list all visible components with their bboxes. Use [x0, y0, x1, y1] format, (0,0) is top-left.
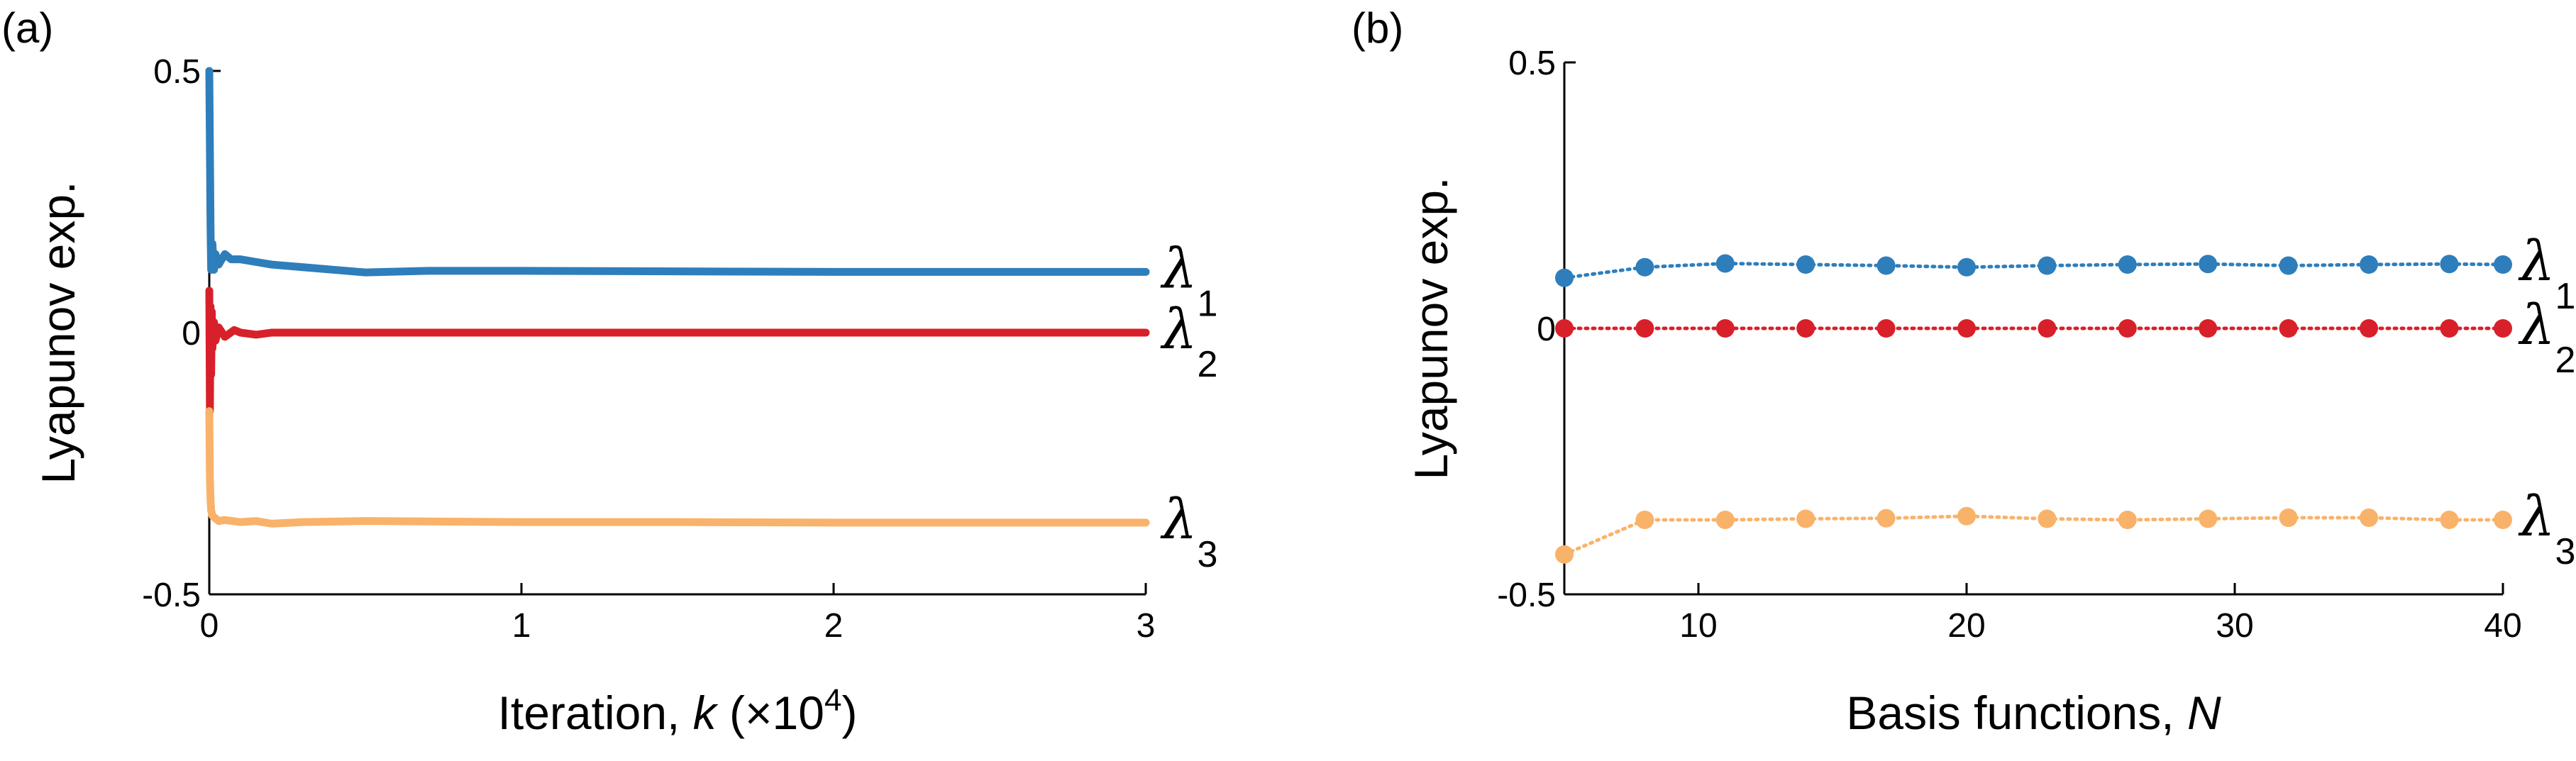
series-line-lambda1	[205, 67, 1150, 277]
data-point-lambda3	[1715, 511, 1735, 529]
data-point-lambda1	[2440, 255, 2459, 274]
data-point-lambda1	[2118, 255, 2137, 274]
data-point-lambda2	[2494, 319, 2512, 338]
x-tick-label: 0	[200, 607, 219, 645]
x-tick-label: 1	[512, 607, 531, 645]
data-point-lambda2	[1957, 319, 1976, 338]
data-point-lambda1	[2360, 255, 2378, 274]
y-tick-label: 0.5	[1508, 45, 1556, 82]
data-point-lambda1	[1715, 254, 1735, 273]
legend-lambda1: λ1	[1160, 237, 1217, 324]
y-tick-label: -0.5	[1497, 577, 1556, 614]
data-point-lambda3	[1876, 509, 1896, 528]
x-tick-label: 20	[1947, 607, 1985, 645]
data-point-lambda2	[1555, 319, 1574, 338]
x-tick-label: 10	[1679, 607, 1717, 645]
legend-lambda2: λ2	[2518, 294, 2575, 381]
legend-lambda1: λ1	[2518, 230, 2575, 317]
data-point-lambda1	[2494, 255, 2512, 274]
data-point-lambda1	[2279, 256, 2298, 275]
data-point-lambda3	[1635, 511, 1654, 529]
data-point-lambda1	[1796, 255, 1815, 274]
y-tick-label: 0.5	[153, 53, 201, 91]
legend-lambda3: λ3	[1160, 488, 1217, 575]
data-point-lambda2	[2360, 319, 2378, 338]
data-point-lambda2	[1876, 319, 1896, 338]
data-point-lambda2	[2199, 319, 2218, 338]
data-point-lambda2	[1715, 319, 1735, 338]
data-point-lambda3	[2360, 509, 2378, 527]
data-point-lambda3	[2199, 509, 2218, 528]
series-line-lambda3	[205, 407, 1150, 528]
data-point-lambda1	[1635, 257, 1654, 277]
data-point-lambda2	[2279, 319, 2298, 338]
x-tick-label: 2	[824, 607, 844, 645]
x-tick-label: 40	[2484, 607, 2521, 645]
x-axis-label: Basis functions, N	[1846, 687, 2221, 739]
data-point-lambda3	[2494, 511, 2512, 529]
x-axis-label: Iteration, k (×104)	[498, 683, 858, 739]
data-point-lambda1	[2038, 256, 2057, 275]
y-tick-label: -0.5	[142, 577, 201, 614]
data-point-lambda3	[1796, 509, 1815, 528]
data-point-lambda3	[2038, 509, 2057, 528]
legend-lambda2: λ2	[1160, 298, 1217, 385]
series-line-lambda2	[205, 287, 1150, 416]
y-tick-label: 0	[182, 315, 201, 352]
data-point-lambda1	[2199, 255, 2218, 274]
data-point-lambda2	[2118, 319, 2137, 338]
y-axis-label: Lyapunov exp.	[32, 182, 84, 484]
data-point-lambda2	[1796, 319, 1815, 338]
data-point-lambda1	[1555, 268, 1574, 287]
panel-label: (a)	[1, 4, 53, 52]
data-point-lambda3	[2118, 511, 2137, 529]
panel-b: (b) -0.5 0 0.5 10 20 30 40 Lyapunov exp. Basis fu…	[1351, 4, 2575, 739]
x-tick-label: 3	[1137, 607, 1156, 645]
y-axis-label: Lyapunov exp.	[1405, 177, 1457, 480]
data-point-lambda3	[2440, 511, 2459, 529]
data-point-lambda1	[1876, 256, 1896, 275]
legend-lambda3: λ3	[2518, 485, 2575, 572]
data-point-lambda2	[1635, 319, 1654, 338]
data-point-lambda3	[1555, 545, 1574, 564]
y-tick-label: 0	[1537, 311, 1556, 348]
data-point-lambda3	[2279, 509, 2298, 527]
x-tick-label: 30	[2216, 607, 2253, 645]
data-point-lambda2	[2440, 319, 2459, 338]
data-point-lambda3	[1957, 506, 1976, 526]
data-point-lambda2	[2038, 319, 2057, 338]
data-point-lambda1	[1957, 257, 1976, 277]
panel-label: (b)	[1351, 4, 1403, 52]
